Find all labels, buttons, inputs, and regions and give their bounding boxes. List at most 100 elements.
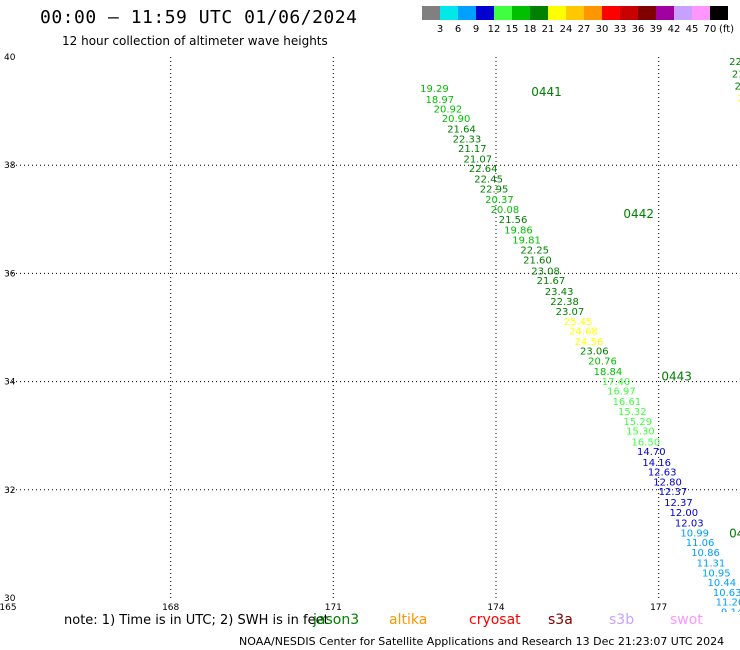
chart-title: 00:00 – 11:59 UTC 01/06/2024 [40, 7, 358, 28]
legend-label: 27 [578, 24, 591, 35]
y-tick-label: 38 [4, 161, 16, 171]
swh-value-point: 18.84 [594, 367, 623, 378]
satellite-s3b: s3b [609, 612, 635, 628]
swh-value-point: 23.06 [580, 347, 609, 358]
legend-swatch [458, 6, 476, 20]
satellite-s3a: s3a [548, 612, 573, 628]
swh-value-point: 23.08 [531, 266, 560, 277]
swh-value-point: 21.17 [458, 144, 487, 155]
legend-label: 36 [632, 24, 645, 35]
x-tick-label: 174 [487, 603, 504, 612]
swh-value-point: 15.30 [626, 427, 655, 438]
legend-swatch [566, 6, 584, 20]
swh-value-point: 22.25 [520, 245, 549, 256]
swh-value-point: 12.37 [664, 498, 693, 509]
credit-footer: NOAA/NESDIS Center for Satellite Applica… [239, 635, 725, 648]
swh-value-point: 9.14 [721, 607, 740, 612]
swh-value-point: 21.56 [499, 215, 528, 226]
swh-value-point: 15.29 [623, 417, 652, 428]
swh-value-point: 23.43 [545, 287, 574, 298]
chart-subtitle: 12 hour collection of altimeter wave hei… [62, 34, 328, 48]
legend-swatch [674, 6, 692, 20]
legend-swatch [602, 6, 620, 20]
swh-value-point: 20.37 [485, 195, 514, 206]
swh-value-point: 22.33 [453, 134, 482, 145]
swh-value-point: 10.99 [680, 528, 709, 539]
swh-value-point: 20.08 [491, 205, 520, 216]
swh-value-point: 10.86 [691, 548, 720, 559]
x-tick-label: 165 [0, 603, 17, 612]
chart-axes: 165 168 171 174 177 30 32 34 36 38 40 [0, 53, 667, 612]
swh-value-point: 18.97 [426, 95, 455, 106]
legend-label: 30 [596, 24, 609, 35]
legend-label: 21 [542, 24, 555, 35]
satellite-jason3: jason3 [313, 612, 360, 628]
legend-swatch [476, 6, 494, 20]
swh-value-point: 20.92 [434, 105, 463, 116]
y-tick-label: 36 [4, 269, 16, 279]
swh-value-point: 10.44 [707, 578, 736, 589]
swh-value-point: 16.50 [632, 437, 661, 448]
legend-swatch [620, 6, 638, 20]
swh-value-point: 22.64 [469, 164, 498, 175]
data-points: 19.2918.9720.9220.9021.6422.3321.1721.07… [420, 57, 740, 612]
swh-value-point: 12.63 [648, 468, 677, 479]
swh-value-point: 21.64 [447, 125, 476, 136]
swh-value-point: 23.07 [556, 307, 585, 318]
y-tick-label: 32 [4, 486, 15, 496]
legend-unit: (ft) [719, 24, 734, 35]
swh-value-point: 24.68 [569, 327, 598, 338]
legend-label: 9 [473, 24, 479, 35]
legend-swatch [422, 6, 440, 20]
legend-label: 33 [614, 24, 627, 35]
legend-swatch [530, 6, 548, 20]
legend-label: 15 [506, 24, 519, 35]
swh-value-point: 20.90 [442, 114, 471, 125]
chart-grid [8, 57, 740, 598]
swh-value-point: 19.29 [420, 84, 449, 95]
swh-value-point: 22.95 [480, 184, 509, 195]
x-tick-label: 168 [162, 603, 179, 612]
swh-value-point: 21.60 [523, 256, 552, 267]
altimeter-chart: 3 6 9 12 15 18 21 24 27 30 33 36 39 42 45 70 (ft) 165 168… [0, 6, 740, 612]
swh-value-point: 12.03 [675, 519, 704, 530]
satellite-cryosat: cryosat [469, 612, 521, 628]
y-tick-label: 30 [4, 594, 16, 604]
legend-swatch [548, 6, 566, 20]
swh-value-point: 22.45 [474, 175, 503, 186]
swh-value-point: 10.95 [702, 568, 731, 579]
legend-swatch [512, 6, 530, 20]
swh-value-point: 25.45 [564, 317, 593, 328]
swh-value-point: 24.56 [575, 337, 604, 348]
legend-swatch [656, 6, 674, 20]
x-tick-label: 171 [325, 603, 342, 612]
swh-value-point: 21.07 [463, 154, 492, 165]
swh-value-point: 20.76 [588, 356, 617, 367]
swh-value-point: 22.38 [550, 297, 579, 308]
chart-note: note: 1) Time is in UTC; 2) SWH is in fe… [64, 613, 329, 628]
swh-value-point: 16.61 [613, 397, 642, 408]
swh-value-point: 23.47 [735, 81, 740, 92]
legend-swatch [494, 6, 512, 20]
swh-value-point: 12.80 [653, 477, 682, 488]
time-labels: 0441 0442 0443 044 [531, 85, 740, 540]
swh-value-point: 14.16 [642, 458, 671, 469]
legend-swatch [440, 6, 458, 20]
time-label: 044 [729, 526, 740, 540]
time-label: 0442 [623, 207, 654, 221]
y-tick-label: 40 [4, 53, 16, 63]
y-tick-label: 34 [4, 378, 16, 388]
swh-value-point: 15.32 [618, 407, 647, 418]
legend-label: 6 [455, 24, 461, 35]
swh-value-point: 19.81 [512, 236, 541, 247]
time-label: 0443 [661, 370, 692, 384]
legend-label: 18 [524, 24, 537, 35]
legend-label: 3 [437, 24, 443, 35]
swh-value-point: 19.86 [504, 225, 533, 236]
swh-value-point: 12.00 [670, 508, 699, 519]
swh-value-point: 11.06 [686, 538, 715, 549]
time-label: 0441 [531, 85, 562, 99]
swh-value-point: 11.31 [697, 559, 726, 570]
legend-label: 42 [668, 24, 681, 35]
legend-label: 39 [650, 24, 663, 35]
